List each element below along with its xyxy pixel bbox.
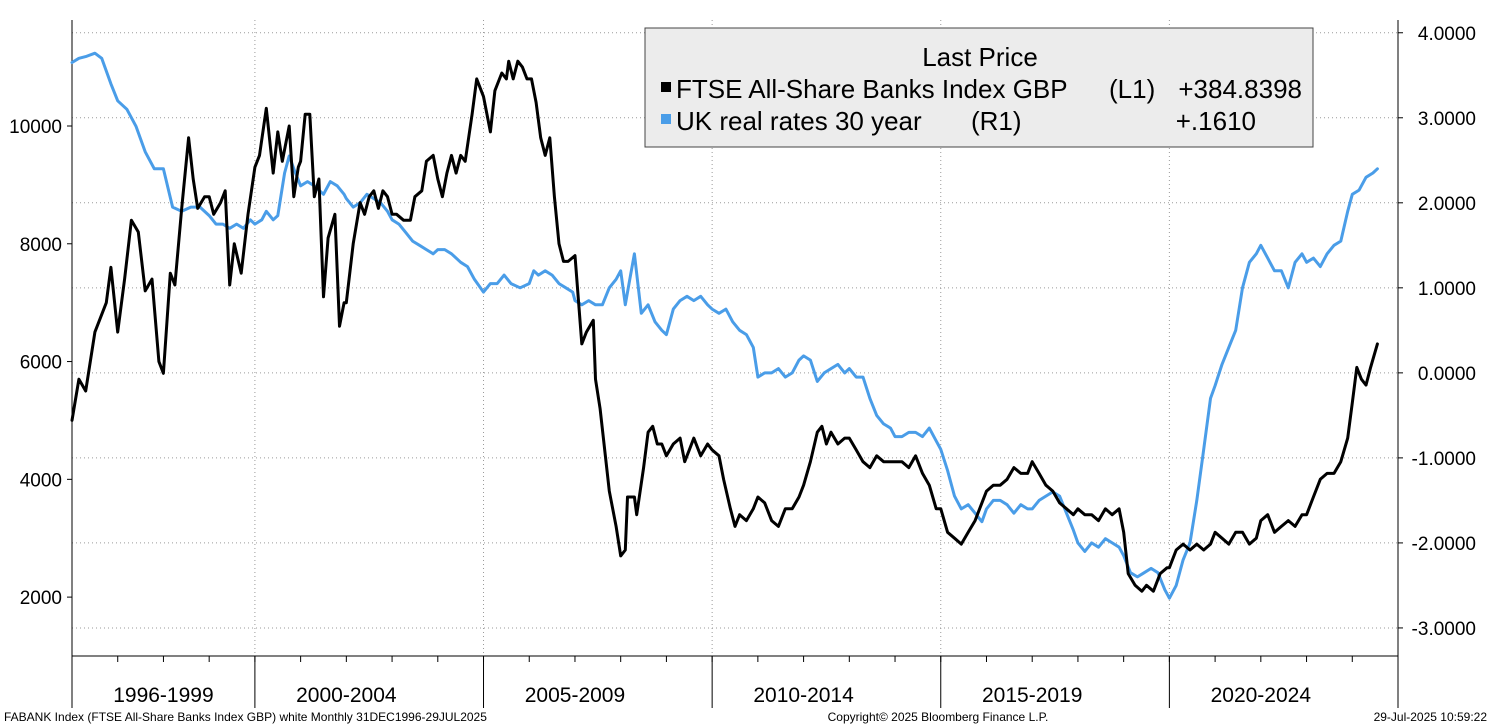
- legend-label-real-rates: UK real rates 30 year: [676, 106, 922, 136]
- period-label: 2010-2014: [753, 684, 854, 707]
- left-axis-ticks: 2000 4000 6000 8000 10000: [9, 117, 72, 609]
- right-tick-label: -1.0000: [1412, 449, 1476, 470]
- legend-axis-tag-real-rates: (R1): [971, 106, 1022, 136]
- x-axis-ticks: [71, 656, 1399, 708]
- right-tick-label: 4.0000: [1418, 24, 1476, 45]
- right-tick-label: 1.0000: [1418, 279, 1476, 300]
- x-axis-period-labels: 1996-1999 2000-2004 2005-2009 2010-2014 2015…: [113, 684, 1311, 707]
- left-tick-label: 2000: [20, 588, 62, 609]
- legend-value-real-rates: +.1610: [1176, 106, 1256, 136]
- footer-source: FABANK Index (FTSE All-Share Banks Index…: [4, 710, 487, 724]
- series-layer: [70, 51, 1379, 600]
- right-tick-label: 2.0000: [1418, 194, 1476, 215]
- legend-title: Last Price: [922, 42, 1038, 72]
- footer-timestamp: 29-Jul-2025 10:59:22: [1374, 710, 1488, 724]
- legend-axis-tag-banks: (L1): [1109, 74, 1155, 104]
- left-tick-label: 10000: [9, 117, 62, 138]
- horizontal-gridlines: [72, 32, 1398, 629]
- period-label: 2000-2004: [296, 684, 397, 707]
- legend-box: [644, 27, 1314, 148]
- period-label: 2005-2009: [525, 684, 625, 707]
- left-tick-label: 4000: [20, 470, 62, 491]
- left-tick-label: 6000: [20, 353, 62, 374]
- left-tick-label: 8000: [20, 235, 62, 256]
- series-line-uk-real-rates: [70, 51, 1379, 600]
- legend-label-banks: FTSE All-Share Banks Index GBP: [676, 74, 1068, 104]
- legend: Last Price FTSE All-Share Banks Index GB…: [644, 27, 1314, 148]
- right-axis-ticks: -3.0000 -2.0000 -1.0000 0.0000 1.0000 2.0000 3…: [1398, 24, 1476, 640]
- legend-value-banks: +384.8398: [1178, 74, 1302, 104]
- legend-swatch-banks: [661, 82, 671, 92]
- right-tick-label: 3.0000: [1418, 109, 1476, 130]
- right-tick-label: 0.0000: [1418, 364, 1476, 385]
- right-tick-label: -2.0000: [1412, 534, 1476, 555]
- right-tick-label: -3.0000: [1412, 619, 1476, 640]
- series-line-ftse-banks: [70, 59, 1379, 593]
- period-label: 1996-1999: [113, 684, 213, 707]
- period-label: 2020-2024: [1211, 684, 1312, 707]
- footer-copyright: Copyright© 2025 Bloomberg Finance L.P.: [828, 710, 1049, 724]
- period-label: 2015-2019: [982, 684, 1082, 707]
- legend-swatch-real-rates: [661, 114, 671, 124]
